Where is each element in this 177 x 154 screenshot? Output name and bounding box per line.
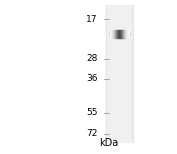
Text: 55: 55 xyxy=(86,108,97,117)
Text: 17: 17 xyxy=(86,15,97,24)
Text: 72: 72 xyxy=(86,129,97,138)
Text: kDa: kDa xyxy=(99,138,118,148)
Text: 36: 36 xyxy=(86,74,97,83)
Text: 28: 28 xyxy=(86,54,97,63)
